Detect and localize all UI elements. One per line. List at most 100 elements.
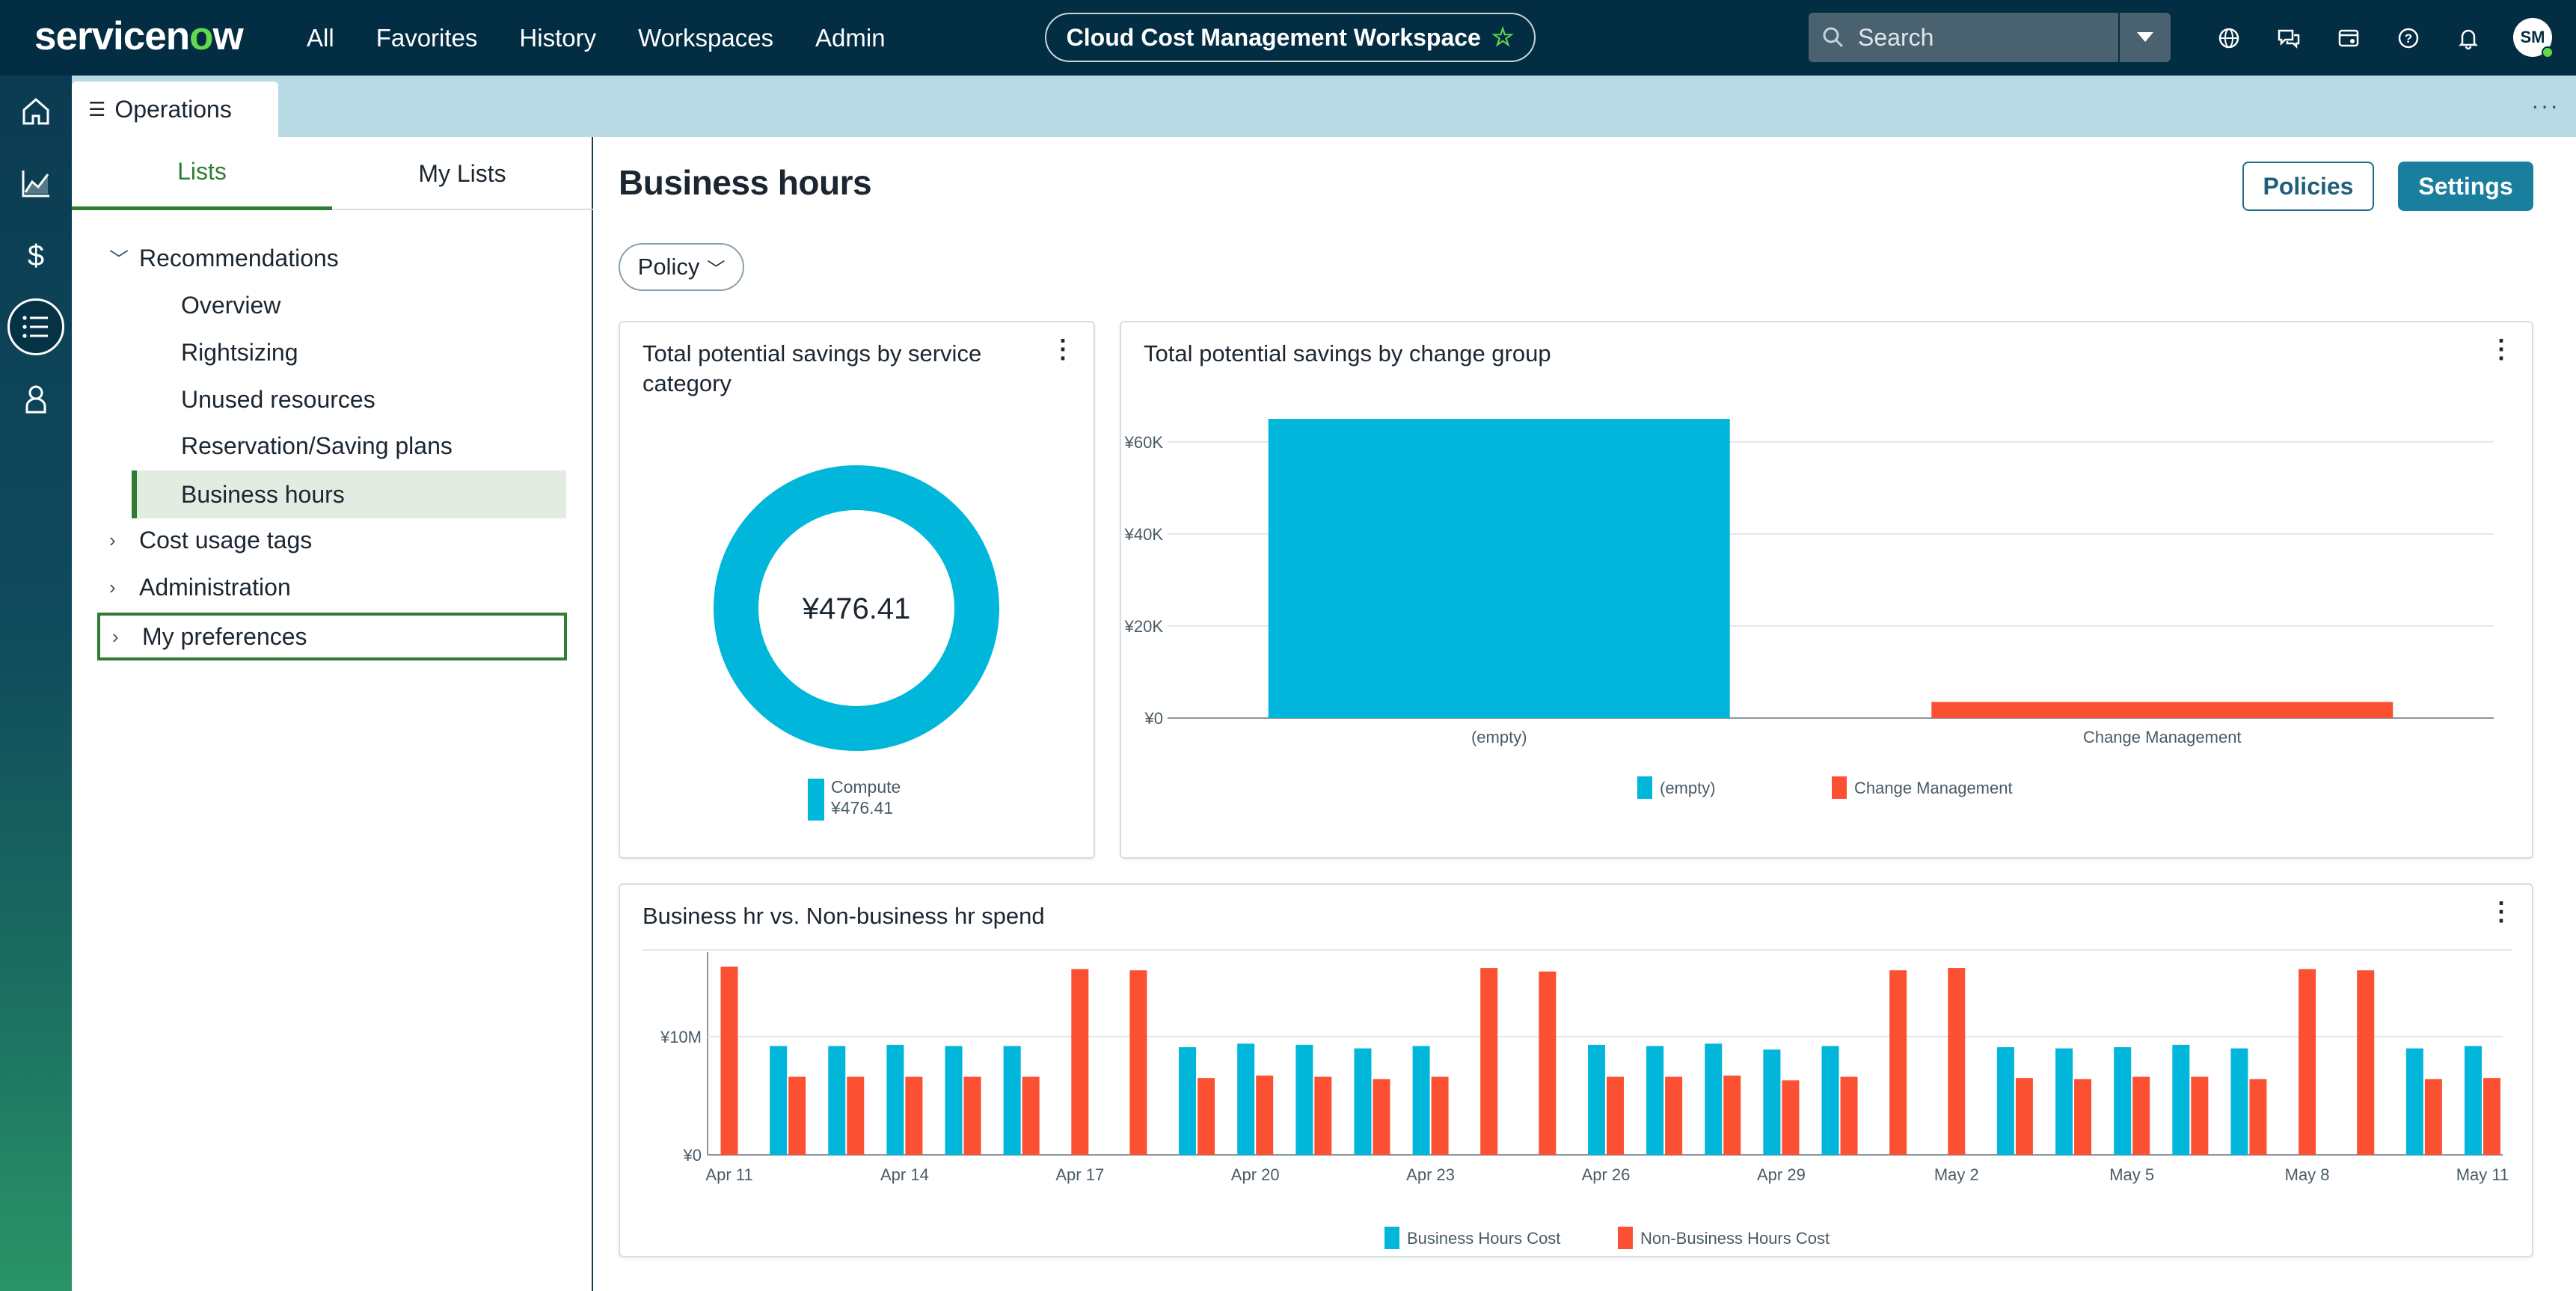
bar-business-hours[interactable] xyxy=(2172,1044,2190,1155)
servicenow-logo[interactable]: servicenow xyxy=(34,14,244,58)
bar-non-business-hours[interactable] xyxy=(963,1076,981,1155)
bar-business-hours[interactable] xyxy=(2405,1048,2423,1155)
user-avatar[interactable]: SM xyxy=(2513,18,2554,58)
bar-non-business-hours[interactable] xyxy=(1948,968,1966,1155)
bar-business-hours[interactable] xyxy=(1003,1046,1021,1155)
tree-item-reservation-saving-plans[interactable]: Reservation/Saving plans xyxy=(181,432,453,459)
bar-business-hours[interactable] xyxy=(1821,1046,1839,1155)
hamburger-icon[interactable]: ☰ xyxy=(88,97,106,120)
bar-non-business-hours[interactable] xyxy=(1480,968,1498,1155)
more-icon[interactable]: ··· xyxy=(2531,92,2560,119)
bar-business-hours[interactable] xyxy=(1763,1049,1781,1155)
nav-link-favorites[interactable]: Favorites xyxy=(375,23,478,52)
nav-link-history[interactable]: History xyxy=(519,23,597,52)
bar-non-business-hours[interactable] xyxy=(1723,1076,1741,1155)
bar-non-business-hours[interactable] xyxy=(1782,1080,1800,1155)
bar-business-hours[interactable] xyxy=(2230,1048,2248,1155)
bar-business-hours[interactable] xyxy=(1996,1047,2014,1155)
bar-non-business-hours[interactable] xyxy=(1071,969,1089,1155)
list-icon[interactable] xyxy=(0,297,72,357)
bar-non-business-hours[interactable] xyxy=(788,1076,806,1155)
x-tick-label: May 8 xyxy=(2285,1165,2330,1184)
bar-non-business-hours[interactable] xyxy=(1539,971,1557,1155)
bell-icon[interactable] xyxy=(2438,26,2498,50)
tab-lists[interactable]: Lists xyxy=(72,137,332,210)
x-tick-label: Apr 14 xyxy=(880,1165,929,1184)
bar-non-business-hours[interactable] xyxy=(1431,1076,1449,1155)
bar-business-hours[interactable] xyxy=(1237,1043,1255,1155)
bar-business-hours[interactable] xyxy=(1646,1046,1664,1155)
search-input[interactable]: Search xyxy=(1858,23,1934,51)
tab-my-lists[interactable]: My Lists xyxy=(418,159,506,187)
dollar-icon[interactable]: $ xyxy=(0,225,72,285)
bar-business-hours[interactable] xyxy=(770,1046,788,1155)
bar-non-business-hours[interactable] xyxy=(2132,1076,2150,1155)
bar-non-business-hours[interactable] xyxy=(720,966,738,1155)
help-icon[interactable]: ? xyxy=(2379,26,2438,50)
card-divider xyxy=(643,949,2512,951)
bar-business-hours[interactable] xyxy=(945,1046,963,1155)
user-icon[interactable] xyxy=(0,369,72,429)
tree-administration[interactable]: › Administration xyxy=(109,573,291,601)
bar-business-hours[interactable] xyxy=(1412,1046,1430,1155)
bar-business-hours[interactable] xyxy=(1705,1043,1723,1155)
bar-non-business-hours[interactable] xyxy=(1197,1078,1215,1155)
search-scope-dropdown[interactable] xyxy=(2118,13,2171,62)
nav-link-admin[interactable]: Admin xyxy=(815,23,886,52)
bar-business-hours[interactable] xyxy=(828,1046,846,1155)
legend-swatch-compute xyxy=(808,779,824,821)
bar-business-hours[interactable] xyxy=(886,1044,904,1155)
tree-item-rightsizing[interactable]: Rightsizing xyxy=(181,338,298,366)
bar-non-business-hours[interactable] xyxy=(1314,1076,1332,1155)
bar-non-business-hours[interactable] xyxy=(2424,1079,2442,1155)
bar-non-business-hours[interactable] xyxy=(1840,1076,1858,1155)
bar-business-hours[interactable] xyxy=(2055,1048,2073,1155)
bar-business-hours[interactable] xyxy=(1354,1048,1372,1155)
bar-non-business-hours[interactable] xyxy=(1607,1076,1624,1155)
bar-non-business-hours[interactable] xyxy=(1889,970,1907,1155)
bar-non-business-hours[interactable] xyxy=(2357,970,2375,1155)
tree-item-business-hours[interactable]: Business hours xyxy=(132,470,566,518)
tree-cost-usage-tags[interactable]: › Cost usage tags xyxy=(109,526,313,553)
bar-non-business-hours[interactable] xyxy=(1256,1076,1274,1155)
bar-business-hours[interactable] xyxy=(2114,1047,2132,1155)
bar-non-business-hours[interactable] xyxy=(847,1076,865,1155)
home-icon[interactable] xyxy=(0,82,72,141)
tree-item-unused-resources[interactable]: Unused resources xyxy=(181,385,375,413)
bar-non-business-hours[interactable] xyxy=(2074,1079,2092,1155)
bar-non-business-hours[interactable] xyxy=(2299,969,2316,1155)
bar-non-business-hours[interactable] xyxy=(2483,1078,2500,1155)
nav-link-all[interactable]: All xyxy=(307,23,334,52)
policy-filter[interactable]: Policy ﹀ xyxy=(619,243,744,291)
bar-non-business-hours[interactable] xyxy=(905,1076,923,1155)
bar-non-business-hours[interactable] xyxy=(1129,970,1147,1155)
bar-business-hours[interactable] xyxy=(2465,1046,2482,1155)
star-icon[interactable]: ☆ xyxy=(1491,23,1515,52)
chat-icon[interactable] xyxy=(2259,26,2319,50)
policies-button[interactable]: Policies xyxy=(2242,162,2374,211)
tab-operations[interactable]: ☰ Operations xyxy=(72,82,278,137)
bar-non-business-hours[interactable] xyxy=(2191,1076,2209,1155)
palette-icon[interactable] xyxy=(2319,26,2379,50)
bar-0[interactable] xyxy=(1268,419,1730,718)
nav-link-workspaces[interactable]: Workspaces xyxy=(638,23,774,52)
settings-button[interactable]: Settings xyxy=(2398,162,2533,211)
bar-1[interactable] xyxy=(1931,702,2393,718)
chart-icon[interactable] xyxy=(0,153,72,213)
y-tick-label: ¥0 xyxy=(683,1146,702,1165)
bar-non-business-hours[interactable] xyxy=(1373,1079,1390,1155)
page-title: Business hours xyxy=(619,163,872,202)
bar-non-business-hours[interactable] xyxy=(2015,1078,2033,1155)
bar-business-hours[interactable] xyxy=(1179,1047,1197,1155)
tree-recommendations[interactable]: ﹀ Recommendations xyxy=(109,244,339,272)
tree-my-preferences[interactable]: › My preferences xyxy=(97,613,567,660)
bar-non-business-hours[interactable] xyxy=(1665,1076,1683,1155)
workspace-title-pill[interactable]: Cloud Cost Management Workspace ☆ xyxy=(1045,13,1536,62)
tree-item-overview[interactable]: Overview xyxy=(181,291,281,319)
bar-non-business-hours[interactable] xyxy=(1022,1076,1040,1155)
bar-business-hours[interactable] xyxy=(1295,1044,1313,1155)
savings-by-service-card: Total potential savings by service categ… xyxy=(619,321,1095,859)
bar-non-business-hours[interactable] xyxy=(2249,1079,2267,1155)
globe-icon[interactable] xyxy=(2199,26,2259,50)
bar-business-hours[interactable] xyxy=(1588,1044,1605,1155)
